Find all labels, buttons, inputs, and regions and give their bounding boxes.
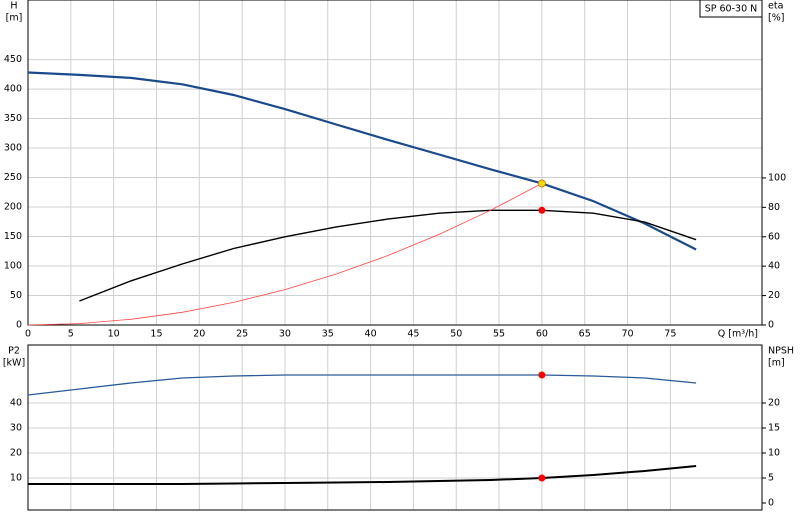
y-axis-label: H	[10, 1, 17, 12]
y-tick-label: 200	[4, 202, 22, 213]
y2-tick-label: 60	[768, 231, 780, 242]
title-box	[699, 0, 763, 18]
y2-tick-label: 0	[768, 320, 774, 331]
y-tick-label: 250	[4, 172, 22, 183]
plot-frame	[27, 0, 763, 326]
x-tick-label: 75	[664, 329, 676, 340]
y-axis-unit: [kW]	[3, 358, 25, 369]
x-tick-label: 10	[108, 329, 120, 340]
y2-tick-label: 15	[768, 423, 780, 434]
y2-tick-label: 5	[768, 473, 774, 484]
y-tick-label: 10	[10, 473, 22, 484]
y2-tick-label: 100	[768, 172, 786, 183]
curve	[27, 71, 697, 251]
y2-axis-unit: [m]	[768, 358, 785, 369]
x-tick-label: 15	[150, 329, 162, 340]
x-tick-label: 65	[579, 329, 591, 340]
curve	[28, 465, 697, 485]
curve	[27, 183, 543, 326]
x-axis-label: Q [m³/h]	[718, 329, 758, 340]
y2-axis-unit: [%]	[768, 13, 784, 24]
x-tick-label: 20	[193, 329, 205, 340]
duty-point	[538, 206, 546, 214]
y-tick-label: 30	[10, 423, 22, 434]
x-tick-label: 35	[322, 329, 334, 340]
x-tick-label: 50	[450, 329, 462, 340]
y-axis-label: P2	[8, 346, 20, 357]
x-tick-label: 45	[407, 329, 419, 340]
x-tick-label: 40	[365, 329, 377, 340]
y-tick-label: 100	[4, 261, 22, 272]
y2-tick-label: 20	[768, 290, 780, 301]
duty-point	[537, 179, 546, 188]
y-tick-label: 50	[10, 290, 22, 301]
y2-axis-label: eta	[768, 1, 783, 12]
x-tick-label: 55	[493, 329, 505, 340]
y2-tick-label: 0	[768, 498, 774, 509]
duty-point	[538, 371, 546, 379]
y2-tick-label: 10	[768, 448, 780, 459]
y-tick-label: 20	[10, 448, 22, 459]
x-tick-label: 25	[236, 329, 248, 340]
curve	[79, 209, 697, 302]
x-tick-label: 70	[621, 329, 633, 340]
y-tick-label: 350	[4, 113, 22, 124]
duty-point	[538, 474, 546, 482]
plot-frame	[27, 344, 763, 511]
y2-axis-label: NPSH	[768, 346, 794, 357]
y2-tick-label: 20	[768, 398, 780, 409]
y-tick-label: 0	[16, 320, 22, 331]
y-axis-unit: [m]	[6, 13, 23, 24]
curve	[27, 374, 697, 396]
y-tick-label: 300	[4, 143, 22, 154]
x-tick-label: 5	[68, 329, 74, 340]
y-tick-label: 40	[10, 398, 22, 409]
y2-tick-label: 80	[768, 202, 780, 213]
x-tick-label: 30	[279, 329, 291, 340]
y-tick-label: 150	[4, 231, 22, 242]
x-tick-label: 0	[25, 329, 31, 340]
y2-tick-label: 40	[768, 261, 780, 272]
y-tick-label: 450	[4, 54, 22, 65]
y-tick-label: 400	[4, 84, 22, 95]
x-tick-label: 60	[536, 329, 548, 340]
chart-title: SP 60-30 N	[705, 4, 758, 15]
